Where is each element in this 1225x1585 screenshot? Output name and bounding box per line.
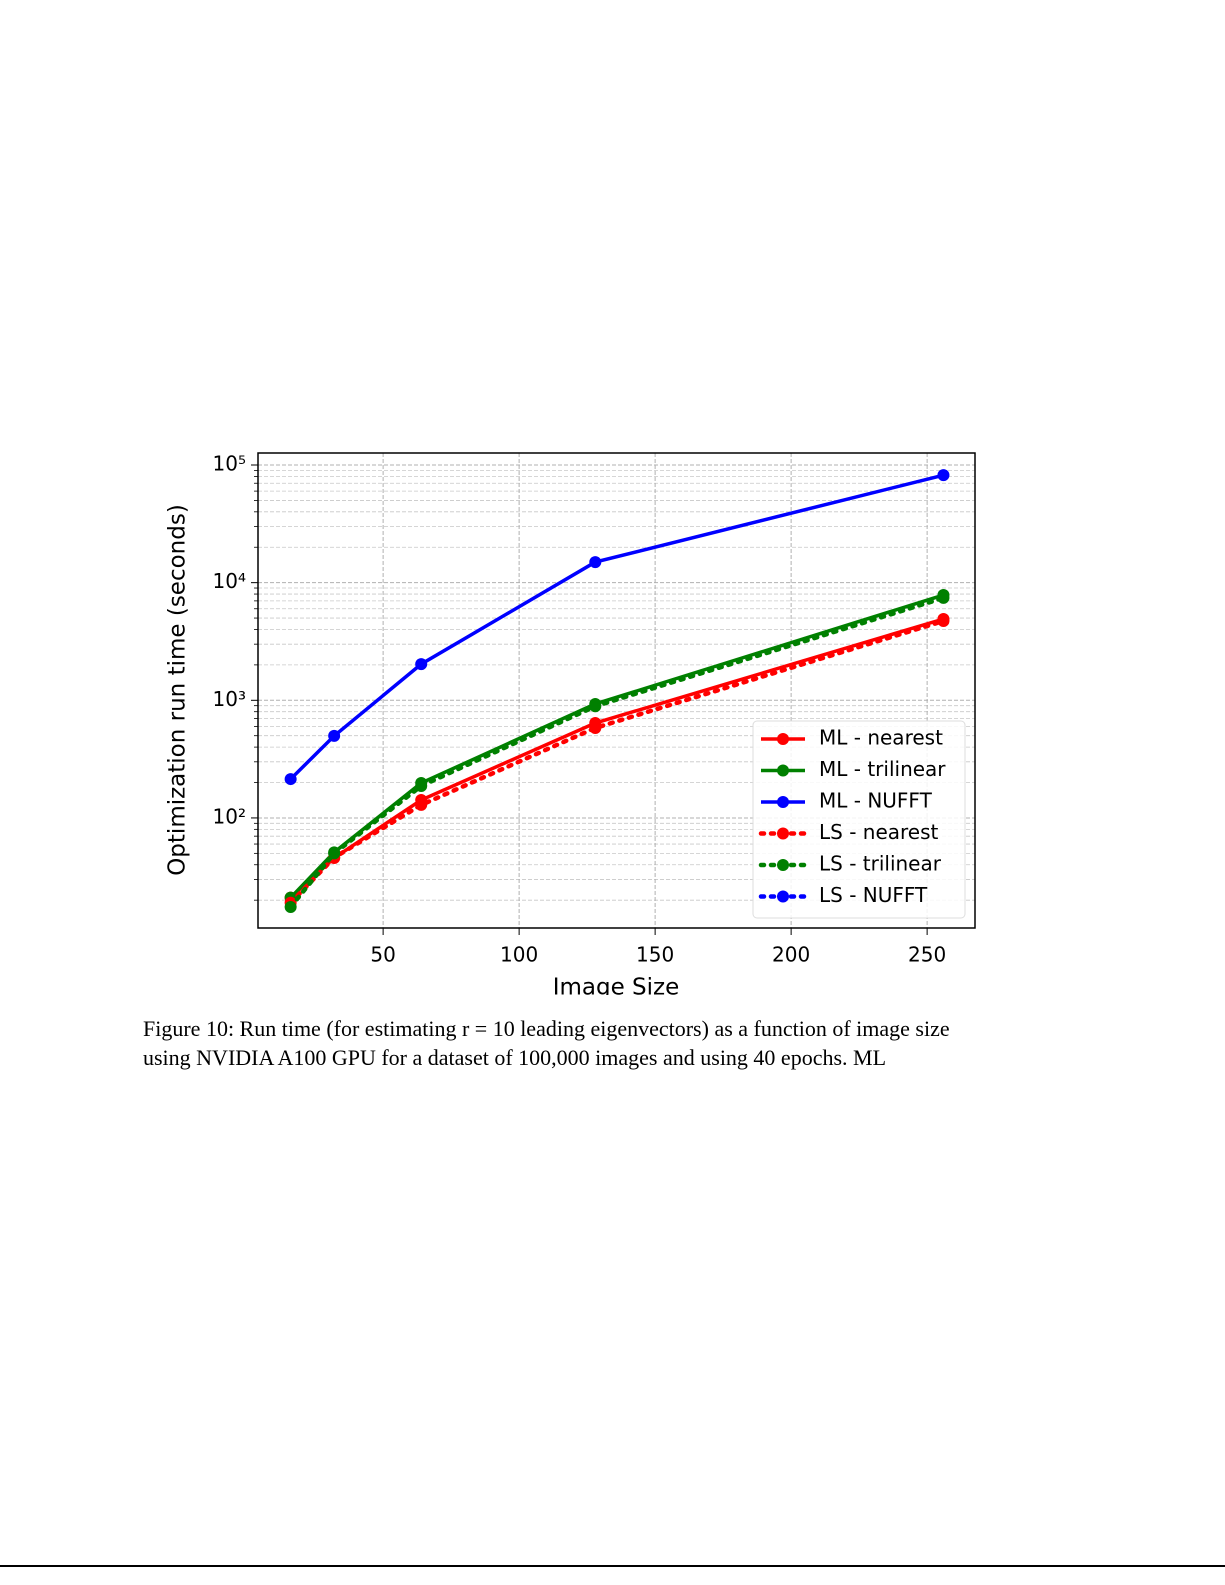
y-tick-label: 10³ [213,687,246,711]
legend-label: ML - NUFFT [819,789,933,813]
caption-line: Figure 10: Run time (for estimating r = … [143,1016,950,1041]
data-point [589,556,602,569]
legend-label: LS - NUFFT [819,883,928,907]
legend-label: ML - trilinear [819,757,946,781]
x-tick-label: 100 [500,943,538,967]
x-tick-label: 250 [908,943,946,967]
data-point [328,729,341,742]
data-point [328,847,341,860]
x-axis-label: Image Size [553,975,680,1001]
plot-frame [257,452,976,929]
y-tick-label: 10² [213,804,246,828]
legend-box [752,720,966,919]
data-point [284,773,297,786]
data-point [589,721,602,734]
data-point [937,615,950,628]
y-tick-label: 10⁴ [213,569,246,593]
y-tick-label: 10⁵ [213,452,246,476]
data-point [589,700,602,713]
caption-line: using NVIDIA A100 GPU for a dataset of 1… [143,1045,886,1070]
data-point [284,900,297,913]
legend-label: ML - nearest [819,726,943,750]
legend-marker [777,827,789,840]
data-point [415,779,428,792]
x-tick-label: 150 [636,943,674,967]
data-point [937,469,950,482]
data-point [415,658,428,671]
data-point [937,591,950,604]
y-axis-label: Optimization run time (seconds) [165,504,191,876]
x-tick-label: 50 [370,943,395,967]
x-tick-label: 200 [772,943,810,967]
legend-marker [777,796,789,808]
legend-label: LS - trilinear [819,852,942,876]
legend-label: LS - nearest [819,820,939,844]
legend-marker [777,859,789,871]
legend-marker [777,890,789,903]
legend-marker [777,733,789,745]
legend-marker [777,764,789,777]
data-point [415,798,428,811]
